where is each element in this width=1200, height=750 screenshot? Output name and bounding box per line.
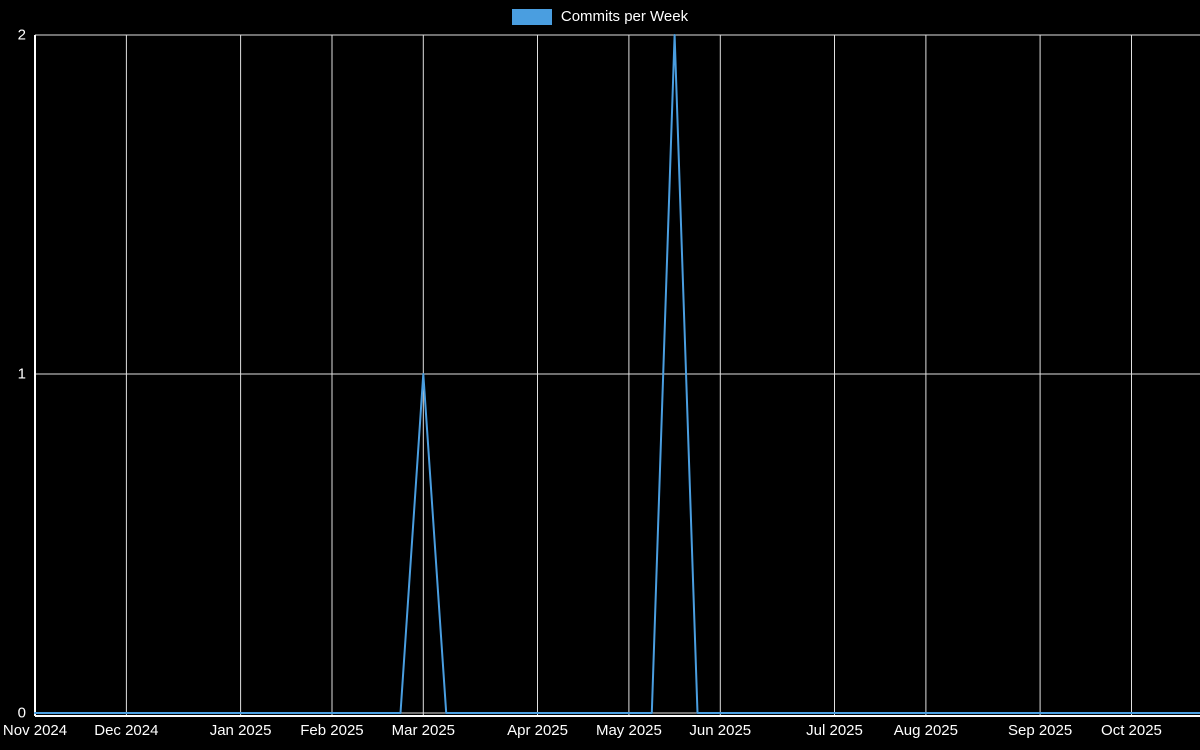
x-tick-label: Oct 2025 bbox=[1101, 722, 1162, 739]
x-tick-label: Apr 2025 bbox=[507, 722, 568, 739]
legend-label: Commits per Week bbox=[560, 8, 689, 25]
y-tick-label: 0 bbox=[17, 704, 26, 722]
y-tick-label: 2 bbox=[17, 26, 26, 44]
x-tick-label: Nov 2024 bbox=[2, 722, 68, 739]
y-axis-labels: 0 1 2 bbox=[0, 0, 31, 750]
x-tick-label: Feb 2025 bbox=[300, 722, 364, 739]
x-tick-label: Jun 2025 bbox=[689, 722, 752, 739]
y-tick-label: 1 bbox=[17, 365, 26, 383]
x-tick-label: Aug 2025 bbox=[893, 722, 958, 739]
legend-swatch bbox=[511, 9, 552, 25]
x-tick-label: May 2025 bbox=[595, 722, 662, 739]
x-axis-labels: Nov 2024 Dec 2024 Jan 2025 Feb 2025 Mar 2025… bbox=[0, 722, 1200, 744]
x-tick-label: Dec 2024 bbox=[94, 722, 159, 739]
x-tick-label: Mar 2025 bbox=[391, 722, 456, 739]
x-tick-label: Jul 2025 bbox=[806, 722, 863, 739]
commits-line bbox=[34, 34, 1200, 714]
x-tick-label: Sep 2025 bbox=[1007, 722, 1073, 739]
chart-legend[interactable]: Commits per Week bbox=[0, 8, 1200, 26]
x-tick-label: Jan 2025 bbox=[209, 722, 272, 739]
